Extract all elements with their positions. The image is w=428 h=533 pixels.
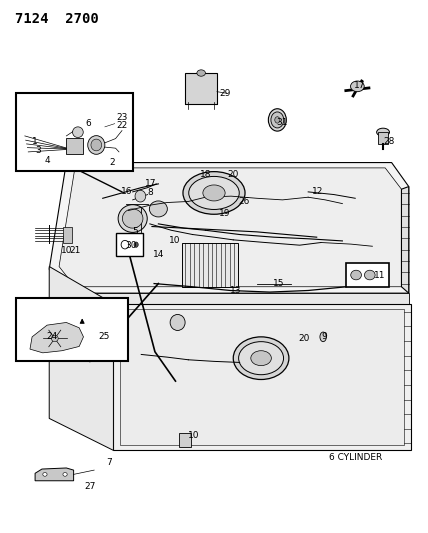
Polygon shape: [49, 266, 113, 450]
Text: 22: 22: [116, 121, 128, 130]
Ellipse shape: [135, 190, 146, 202]
Polygon shape: [30, 322, 83, 353]
Ellipse shape: [63, 472, 67, 477]
Polygon shape: [59, 168, 401, 287]
Text: 2: 2: [109, 158, 115, 167]
Text: 12: 12: [312, 188, 323, 196]
Text: 10: 10: [188, 432, 200, 440]
Text: 21: 21: [70, 246, 81, 255]
Ellipse shape: [320, 332, 326, 342]
Ellipse shape: [118, 205, 147, 232]
Text: 13: 13: [230, 286, 242, 295]
Text: 20: 20: [299, 334, 310, 343]
Ellipse shape: [238, 342, 283, 375]
Text: 9: 9: [322, 333, 327, 341]
Ellipse shape: [268, 109, 286, 131]
Ellipse shape: [364, 270, 375, 280]
Polygon shape: [120, 309, 404, 445]
Bar: [116, 233, 143, 256]
Polygon shape: [49, 163, 409, 293]
Ellipse shape: [72, 127, 83, 138]
Ellipse shape: [271, 112, 284, 128]
Text: 5: 5: [133, 228, 138, 236]
Ellipse shape: [88, 136, 105, 155]
Text: 3: 3: [36, 146, 41, 155]
Bar: [185, 73, 217, 104]
Ellipse shape: [170, 314, 185, 330]
Text: 6 CYLINDER: 6 CYLINDER: [329, 453, 382, 462]
Text: 4: 4: [45, 157, 51, 165]
Text: 17: 17: [354, 81, 366, 90]
Text: 24: 24: [46, 333, 57, 341]
Ellipse shape: [251, 351, 271, 366]
Text: 16: 16: [121, 188, 133, 196]
Bar: [66, 138, 83, 154]
Text: 17: 17: [145, 180, 156, 188]
Text: 28: 28: [383, 137, 395, 146]
Text: 1: 1: [32, 137, 38, 146]
Bar: [378, 132, 388, 144]
Ellipse shape: [183, 172, 245, 214]
Text: 18: 18: [200, 171, 212, 179]
Ellipse shape: [377, 128, 389, 136]
Polygon shape: [66, 293, 409, 304]
Bar: [346, 263, 389, 287]
Ellipse shape: [351, 270, 361, 280]
Ellipse shape: [51, 335, 58, 342]
Text: 19: 19: [219, 209, 231, 217]
Ellipse shape: [197, 70, 205, 76]
Ellipse shape: [121, 240, 129, 249]
Text: 11: 11: [374, 271, 386, 280]
Ellipse shape: [233, 337, 289, 379]
Bar: [16, 298, 128, 361]
Ellipse shape: [43, 472, 47, 477]
Bar: [179, 433, 191, 447]
Polygon shape: [401, 187, 409, 293]
Text: 23: 23: [116, 113, 128, 122]
Text: 7: 7: [106, 458, 112, 466]
Polygon shape: [35, 468, 74, 481]
Bar: [182, 243, 238, 287]
Text: 15: 15: [273, 279, 285, 288]
Ellipse shape: [122, 209, 143, 228]
Bar: [16, 93, 133, 171]
Text: 7124  2700: 7124 2700: [15, 12, 99, 26]
Ellipse shape: [275, 117, 280, 123]
Text: 10: 10: [169, 237, 181, 245]
Text: 26: 26: [239, 197, 250, 206]
Ellipse shape: [203, 185, 225, 201]
Ellipse shape: [149, 201, 167, 217]
Text: 20: 20: [228, 171, 239, 179]
Text: 14: 14: [153, 251, 165, 259]
Bar: [63, 227, 72, 243]
Ellipse shape: [189, 176, 239, 209]
Ellipse shape: [351, 81, 364, 92]
Text: 31: 31: [276, 118, 288, 127]
Ellipse shape: [134, 242, 138, 247]
Text: 29: 29: [220, 89, 231, 98]
Polygon shape: [113, 304, 411, 450]
Text: 25: 25: [98, 333, 110, 341]
Text: 8: 8: [148, 189, 153, 197]
Text: 27: 27: [85, 482, 96, 490]
Text: 6: 6: [86, 119, 91, 128]
Ellipse shape: [91, 139, 101, 151]
Text: 10: 10: [61, 246, 73, 255]
Text: 30: 30: [125, 241, 137, 249]
